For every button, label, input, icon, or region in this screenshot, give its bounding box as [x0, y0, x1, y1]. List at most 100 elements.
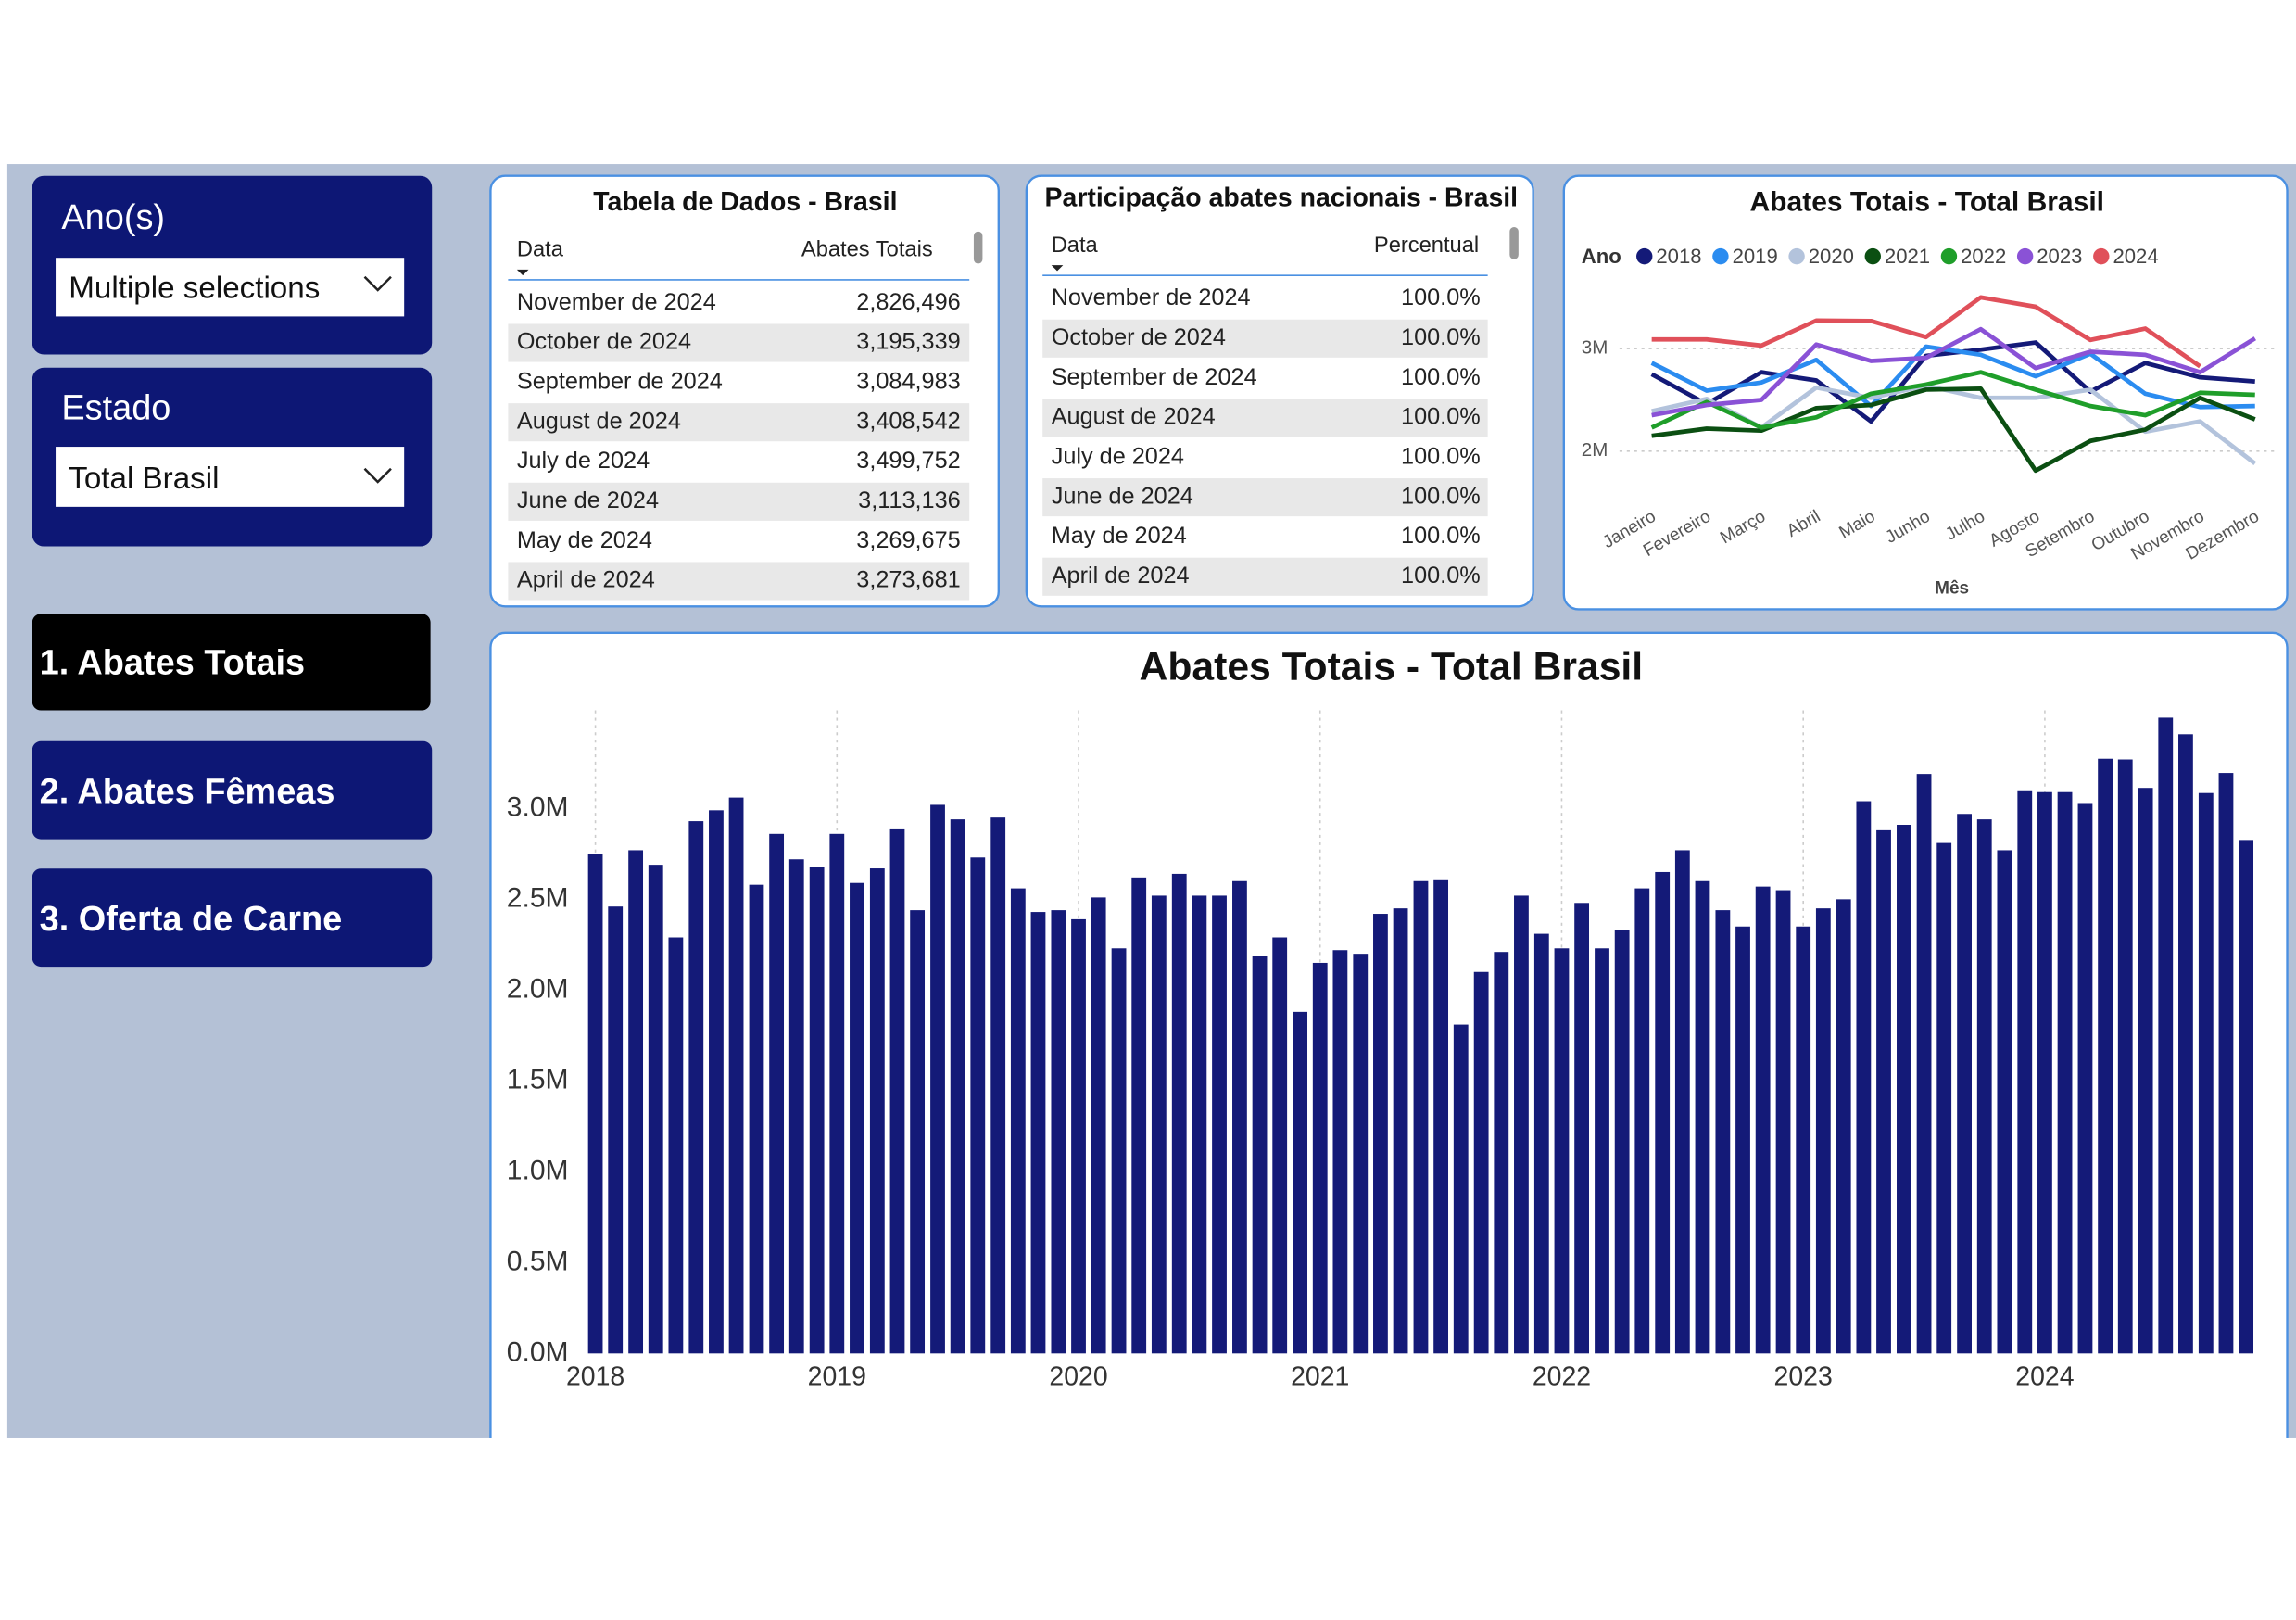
- y-tick-label: 0.0M: [507, 1336, 569, 1367]
- row-band: [508, 403, 970, 442]
- bar: [1514, 895, 1529, 1354]
- cell: September de 2024: [1052, 364, 1257, 390]
- legend-marker: [2016, 247, 2034, 265]
- chart-title: Abates Totais - Total Brasil: [1140, 645, 1644, 690]
- bar: [749, 884, 764, 1354]
- table-title: Participação abates nacionais - Brasil: [1045, 184, 1519, 213]
- x-tick-label: 2024: [2015, 1362, 2074, 1392]
- bar: [1755, 886, 1771, 1354]
- legend-label: 2023: [2037, 245, 2082, 268]
- bar: [1051, 910, 1066, 1354]
- bar: [2017, 790, 2033, 1354]
- bar: [1695, 880, 1710, 1354]
- cell: July de 2024: [1052, 443, 1184, 469]
- bar: [1897, 825, 1911, 1354]
- cell: August de 2024: [517, 408, 681, 434]
- bar: [1916, 774, 1932, 1354]
- cell: 100.0%: [1401, 404, 1481, 430]
- bar: [1856, 801, 1872, 1354]
- cell: August de 2024: [1052, 404, 1216, 430]
- legend-marker: [1864, 247, 1881, 265]
- cell: 3,499,752: [856, 448, 960, 474]
- sort-indicator: [516, 269, 529, 276]
- row-band: [508, 323, 970, 362]
- chart-title: Abates Totais - Total Brasil: [1750, 187, 2105, 218]
- bar: [1413, 880, 1429, 1354]
- bar: [587, 854, 603, 1354]
- scrollbar: [973, 231, 983, 264]
- cell: November de 2024: [1052, 285, 1251, 310]
- cell: May de 2024: [517, 527, 652, 553]
- x-axis-label: Mês: [1935, 578, 1969, 598]
- bar: [910, 910, 926, 1354]
- cell: May de 2024: [1052, 523, 1187, 549]
- table-title: Tabela de Dados - Brasil: [593, 187, 897, 217]
- bar: [930, 804, 945, 1354]
- bar: [950, 819, 965, 1354]
- bar: [2178, 734, 2193, 1354]
- legend-marker: [2093, 247, 2110, 265]
- cell: 3,195,339: [856, 329, 960, 355]
- legend-marker: [1636, 247, 1653, 265]
- series-line: [1650, 370, 2255, 430]
- cell: 100.0%: [1401, 483, 1481, 509]
- bar: [1634, 888, 1650, 1354]
- bar: [1453, 1024, 1469, 1354]
- cell: July de 2024: [517, 448, 650, 474]
- nav-button[interactable]: [32, 868, 433, 968]
- slicer-value: Total Brasil: [69, 462, 219, 496]
- cell: October de 2024: [517, 329, 691, 355]
- bar: [1595, 948, 1609, 1354]
- nav-button[interactable]: [32, 614, 431, 711]
- bar: [1353, 954, 1369, 1354]
- bar: [1312, 962, 1328, 1354]
- bar: [1030, 912, 1046, 1354]
- bar: [850, 882, 864, 1354]
- bar: [1373, 914, 1388, 1354]
- bar: [2077, 803, 2093, 1354]
- bar: [2218, 773, 2234, 1354]
- legend-title: Ano: [1582, 245, 1621, 268]
- bar: [1332, 950, 1348, 1354]
- y-tick-label: 2M: [1582, 439, 1608, 461]
- cell: April de 2024: [1052, 563, 1190, 589]
- x-tick-label: 2023: [1774, 1362, 1833, 1392]
- bar: [970, 857, 986, 1354]
- bar: [1997, 850, 2012, 1354]
- bar: [1171, 873, 1187, 1354]
- y-tick-label: 0.5M: [507, 1246, 569, 1276]
- bar: [1192, 895, 1207, 1354]
- bar: [1433, 879, 1449, 1354]
- series-line: [1651, 295, 2201, 369]
- cell: 2,826,496: [856, 289, 960, 315]
- bar: [1091, 897, 1106, 1354]
- bar: [1836, 899, 1851, 1354]
- legend-label: 2020: [1809, 245, 1854, 268]
- x-tick-label: 2021: [1291, 1362, 1349, 1392]
- bar: [1614, 930, 1630, 1354]
- bar: [1735, 926, 1750, 1354]
- bar: [648, 865, 663, 1354]
- nav-button-label: 3. Oferta de Carne: [40, 900, 343, 939]
- bar: [809, 867, 825, 1354]
- cell: 100.0%: [1401, 443, 1481, 469]
- legend-label: 2018: [1656, 245, 1701, 268]
- bar: [709, 810, 724, 1354]
- x-tick-label: 2018: [566, 1362, 624, 1392]
- column-header: Data: [517, 238, 564, 262]
- bar: [1936, 842, 1952, 1354]
- slicer-dropdown[interactable]: [56, 447, 405, 507]
- nav-button[interactable]: [32, 740, 433, 840]
- scrollbar: [1509, 227, 1519, 259]
- row-band: [1042, 399, 1488, 437]
- x-tick-label: 2022: [1533, 1362, 1591, 1392]
- slicer-dropdown[interactable]: [56, 258, 405, 317]
- cell: 3,273,681: [856, 567, 960, 593]
- cell: 100.0%: [1401, 523, 1481, 549]
- bar: [1674, 850, 1690, 1354]
- sort-indicator: [1051, 265, 1064, 272]
- legend-label: 2022: [1961, 245, 2006, 268]
- bar: [1876, 829, 1891, 1354]
- bar: [1272, 937, 1288, 1354]
- bar: [1131, 877, 1147, 1354]
